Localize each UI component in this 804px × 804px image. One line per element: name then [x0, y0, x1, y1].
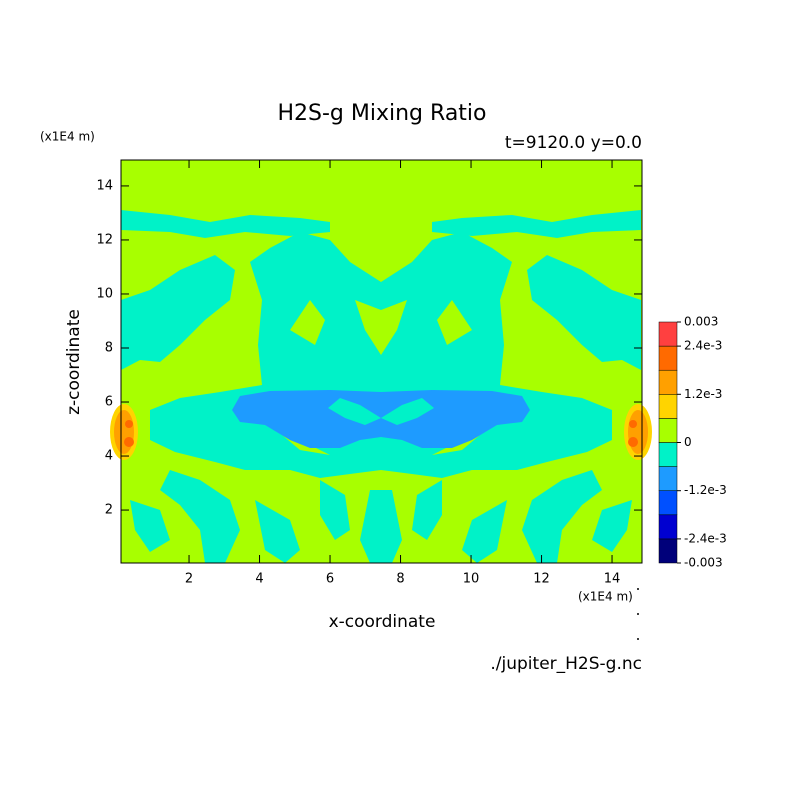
colorbar-box: [658, 345, 678, 371]
colorbar-box: [658, 321, 678, 347]
x-tick-label: 10: [463, 572, 480, 587]
contour-region: [355, 300, 381, 355]
contour-region: [320, 480, 350, 540]
contour-region: [437, 300, 472, 345]
contour-region: [628, 437, 638, 447]
chart-title: H2S-g Mixing Ratio: [277, 101, 486, 126]
colorbar-box: [658, 418, 678, 443]
contour-region: [462, 500, 507, 563]
contour-region: [381, 398, 434, 425]
contour-region: [160, 470, 240, 563]
x-tick-label: 6: [326, 572, 334, 587]
y-tick-label: 2: [105, 503, 113, 518]
colorbar-box: [658, 369, 678, 395]
colorbar-label: 0: [684, 435, 692, 449]
contour-region: [628, 410, 648, 454]
colorbar-box: [658, 538, 678, 564]
x-tick-label: 14: [604, 572, 621, 587]
contour-region: [527, 255, 641, 370]
contour-region: [114, 410, 134, 454]
colorbar-box: [658, 442, 678, 467]
colorbar-label: 0.003: [684, 315, 718, 329]
y-unit: (x1E4 m): [40, 130, 95, 144]
x-axis-label: x-coordinate: [329, 612, 436, 632]
colorbar-box: [658, 514, 678, 540]
colorbar-label: -1.2e-3: [684, 483, 727, 497]
y-tick-label: 12: [96, 232, 113, 247]
contour-region: [432, 210, 641, 238]
x-tick-label: 8: [396, 572, 404, 587]
colorbar-box: [658, 490, 678, 516]
contour-region: [290, 300, 325, 345]
plot-frame: [120, 159, 643, 564]
contour-region: [130, 500, 170, 552]
contour-region: [522, 470, 602, 563]
contour-region: [328, 398, 381, 425]
contour-field: [110, 160, 652, 563]
contour-region: [381, 490, 402, 563]
contour-region: [121, 255, 235, 370]
colorbar-label: -2.4e-3: [684, 531, 727, 545]
y-tick-label: 14: [96, 178, 113, 193]
contour-region: [255, 500, 300, 563]
colorbar-label: 1.2e-3: [684, 387, 722, 401]
chart-subtitle: t=9120.0 y=0.0: [505, 133, 642, 153]
x-tick-label: 4: [255, 572, 263, 587]
colorbar-box: [658, 394, 678, 419]
contour-region: [360, 490, 381, 563]
contour-region: [629, 420, 637, 428]
x-unit: (x1E4 m): [578, 590, 633, 604]
dots: [637, 588, 639, 640]
contour-region: [381, 300, 407, 355]
x-tick-label: 12: [533, 572, 550, 587]
contour-region: [121, 210, 330, 238]
contour-region: [125, 420, 133, 428]
contour-region: [412, 480, 442, 540]
source-file: ./jupiter_H2S-g.nc: [490, 654, 642, 674]
contour-region: [592, 500, 632, 552]
y-tick-label: 6: [105, 395, 113, 410]
colorbar-label: 2.4e-3: [684, 339, 722, 353]
colorbar-label: -0.003: [684, 556, 723, 570]
contour-region: [124, 437, 134, 447]
y-tick-label: 10: [96, 286, 113, 301]
y-axis-label: z-coordinate: [64, 309, 84, 415]
y-tick-label: 8: [105, 340, 113, 355]
x-tick-label: 2: [185, 572, 193, 587]
y-tick-label: 4: [105, 449, 113, 464]
colorbar-box: [658, 466, 678, 491]
